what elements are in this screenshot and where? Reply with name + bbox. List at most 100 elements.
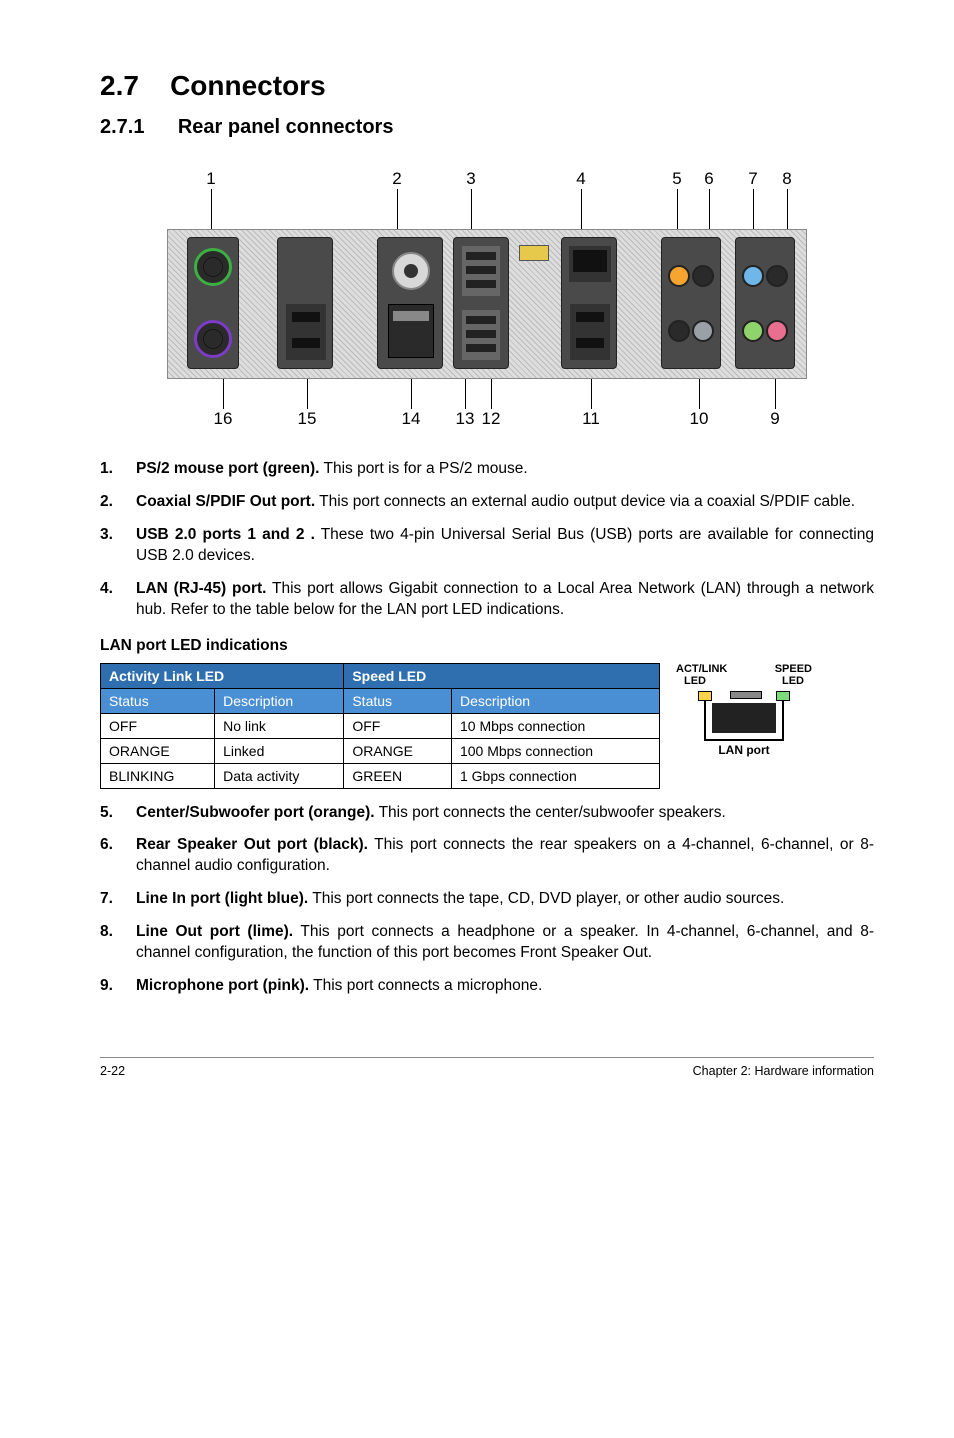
table-cell: Data activity xyxy=(215,763,344,788)
item-number: 3. xyxy=(100,525,136,567)
video-block xyxy=(377,237,443,369)
callout-line-top-5 xyxy=(677,189,678,229)
callout-top-8: 8 xyxy=(782,169,791,189)
led-indications-table: Activity Link LED Speed LED Status Descr… xyxy=(100,663,660,789)
ps2-keyboard-port xyxy=(194,320,232,358)
table-cell: 100 Mbps connection xyxy=(451,738,659,763)
footer-left: 2-22 xyxy=(100,1064,125,1078)
item-number: 5. xyxy=(100,803,136,824)
audio-linein-icon xyxy=(742,265,764,287)
led-label-actlink: ACT/LINK xyxy=(676,663,727,675)
lan-usb-block xyxy=(561,237,617,369)
audio-block-2 xyxy=(735,237,795,369)
rear-panel-diagram: 12345678 xyxy=(167,169,807,429)
callout-line-bottom-16 xyxy=(223,379,224,409)
table-row: ORANGELinkedORANGE100 Mbps connection xyxy=(101,738,660,763)
callout-line-bottom-15 xyxy=(307,379,308,409)
usb-pair-left xyxy=(286,304,326,360)
page-footer: 2-22 Chapter 2: Hardware information xyxy=(100,1057,874,1078)
item-number: 7. xyxy=(100,889,136,910)
callout-top-6: 6 xyxy=(704,169,713,189)
table-cell: 10 Mbps connection xyxy=(451,713,659,738)
item-number: 9. xyxy=(100,976,136,997)
callout-bottom-16: 16 xyxy=(214,409,233,429)
item-text: Center/Subwoofer port (orange). This por… xyxy=(136,803,874,824)
table-cell: Linked xyxy=(215,738,344,763)
table-cell: ORANGE xyxy=(344,738,452,763)
table-cell: ORANGE xyxy=(101,738,215,763)
callout-bottom-14: 14 xyxy=(402,409,421,429)
item-number: 2. xyxy=(100,492,136,513)
callout-line-bottom-13 xyxy=(465,379,466,409)
section-title: 2.7 Connectors xyxy=(100,70,874,102)
callout-bottom-13: 13 xyxy=(456,409,475,429)
lan-port-led-diagram: ACT/LINK SPEED LED LED LAN port xyxy=(674,663,814,757)
ieee1394-port xyxy=(519,245,549,261)
callout-line-top-6 xyxy=(709,189,710,229)
callout-line-top-1 xyxy=(211,189,212,229)
audio-lineout-icon xyxy=(742,320,764,342)
lan-jack-icon xyxy=(704,691,784,741)
connector-list-b: 5.Center/Subwoofer port (orange). This p… xyxy=(100,803,874,997)
item-text: Line In port (light blue). This port con… xyxy=(136,889,874,910)
table-row: OFFNo linkOFF10 Mbps connection xyxy=(101,713,660,738)
callout-line-top-3 xyxy=(471,189,472,229)
subsection-name: Rear panel connectors xyxy=(178,116,394,138)
audio-bottom-left-icon xyxy=(668,320,690,342)
callout-bottom-12: 12 xyxy=(482,409,501,429)
table-cell: 1 Gbps connection xyxy=(451,763,659,788)
list-item: 4.LAN (RJ-45) port. This port allows Gig… xyxy=(100,579,874,621)
list-item: 5.Center/Subwoofer port (orange). This p… xyxy=(100,803,874,824)
item-text: PS/2 mouse port (green). This port is fo… xyxy=(136,459,874,480)
ps2-mouse-port xyxy=(194,248,232,286)
table-sub-desc-2: Description xyxy=(451,688,659,713)
section-number: 2.7 xyxy=(100,70,139,101)
item-text: Microphone port (pink). This port connec… xyxy=(136,976,874,997)
callout-line-top-4 xyxy=(581,189,582,229)
led-table-heading: LAN port LED indications xyxy=(100,637,874,655)
subsection-title: 2.7.1 Rear panel connectors xyxy=(100,116,874,139)
callout-line-bottom-14 xyxy=(411,379,412,409)
callout-line-top-8 xyxy=(787,189,788,229)
list-item: 9.Microphone port (pink). This port conn… xyxy=(100,976,874,997)
callout-top-1: 1 xyxy=(206,169,215,189)
callout-top-2: 2 xyxy=(392,169,401,189)
usb-pair-right xyxy=(570,304,610,360)
callout-line-top-7 xyxy=(753,189,754,229)
subsection-number: 2.7.1 xyxy=(100,116,144,138)
table-group-activity: Activity Link LED xyxy=(101,663,344,688)
audio-rear-icon xyxy=(692,265,714,287)
table-row: BLINKINGData activityGREEN1 Gbps connect… xyxy=(101,763,660,788)
slot-block xyxy=(453,237,509,369)
table-cell: BLINKING xyxy=(101,763,215,788)
callout-top-3: 3 xyxy=(466,169,475,189)
lan-port xyxy=(569,246,611,282)
list-item: 7.Line In port (light blue). This port c… xyxy=(100,889,874,910)
callout-bottom-11: 11 xyxy=(582,409,600,429)
item-text: USB 2.0 ports 1 and 2 . These two 4-pin … xyxy=(136,525,874,567)
connector-list-a: 1.PS/2 mouse port (green). This port is … xyxy=(100,459,874,621)
table-cell: OFF xyxy=(344,713,452,738)
lan-port-caption: LAN port xyxy=(674,743,814,757)
ps2-block xyxy=(187,237,239,369)
table-cell: GREEN xyxy=(344,763,452,788)
callout-top-7: 7 xyxy=(748,169,757,189)
audio-center-icon xyxy=(668,265,690,287)
list-item: 8.Line Out port (lime). This port connec… xyxy=(100,922,874,964)
item-number: 8. xyxy=(100,922,136,964)
list-item: 2.Coaxial S/PDIF Out port. This port con… xyxy=(100,492,874,513)
table-sub-status-2: Status xyxy=(344,688,452,713)
video-port xyxy=(388,304,434,358)
callout-bottom-15: 15 xyxy=(298,409,317,429)
list-item: 1.PS/2 mouse port (green). This port is … xyxy=(100,459,874,480)
item-number: 1. xyxy=(100,459,136,480)
callout-bottom-9: 9 xyxy=(770,409,779,429)
callout-top-4: 4 xyxy=(576,169,585,189)
table-cell: OFF xyxy=(101,713,215,738)
callout-top-5: 5 xyxy=(672,169,681,189)
list-item: 3.USB 2.0 ports 1 and 2 . These two 4-pi… xyxy=(100,525,874,567)
table-sub-status-1: Status xyxy=(101,688,215,713)
coax-usb-block xyxy=(277,237,333,369)
table-sub-desc-1: Description xyxy=(215,688,344,713)
callout-line-bottom-11 xyxy=(591,379,592,409)
